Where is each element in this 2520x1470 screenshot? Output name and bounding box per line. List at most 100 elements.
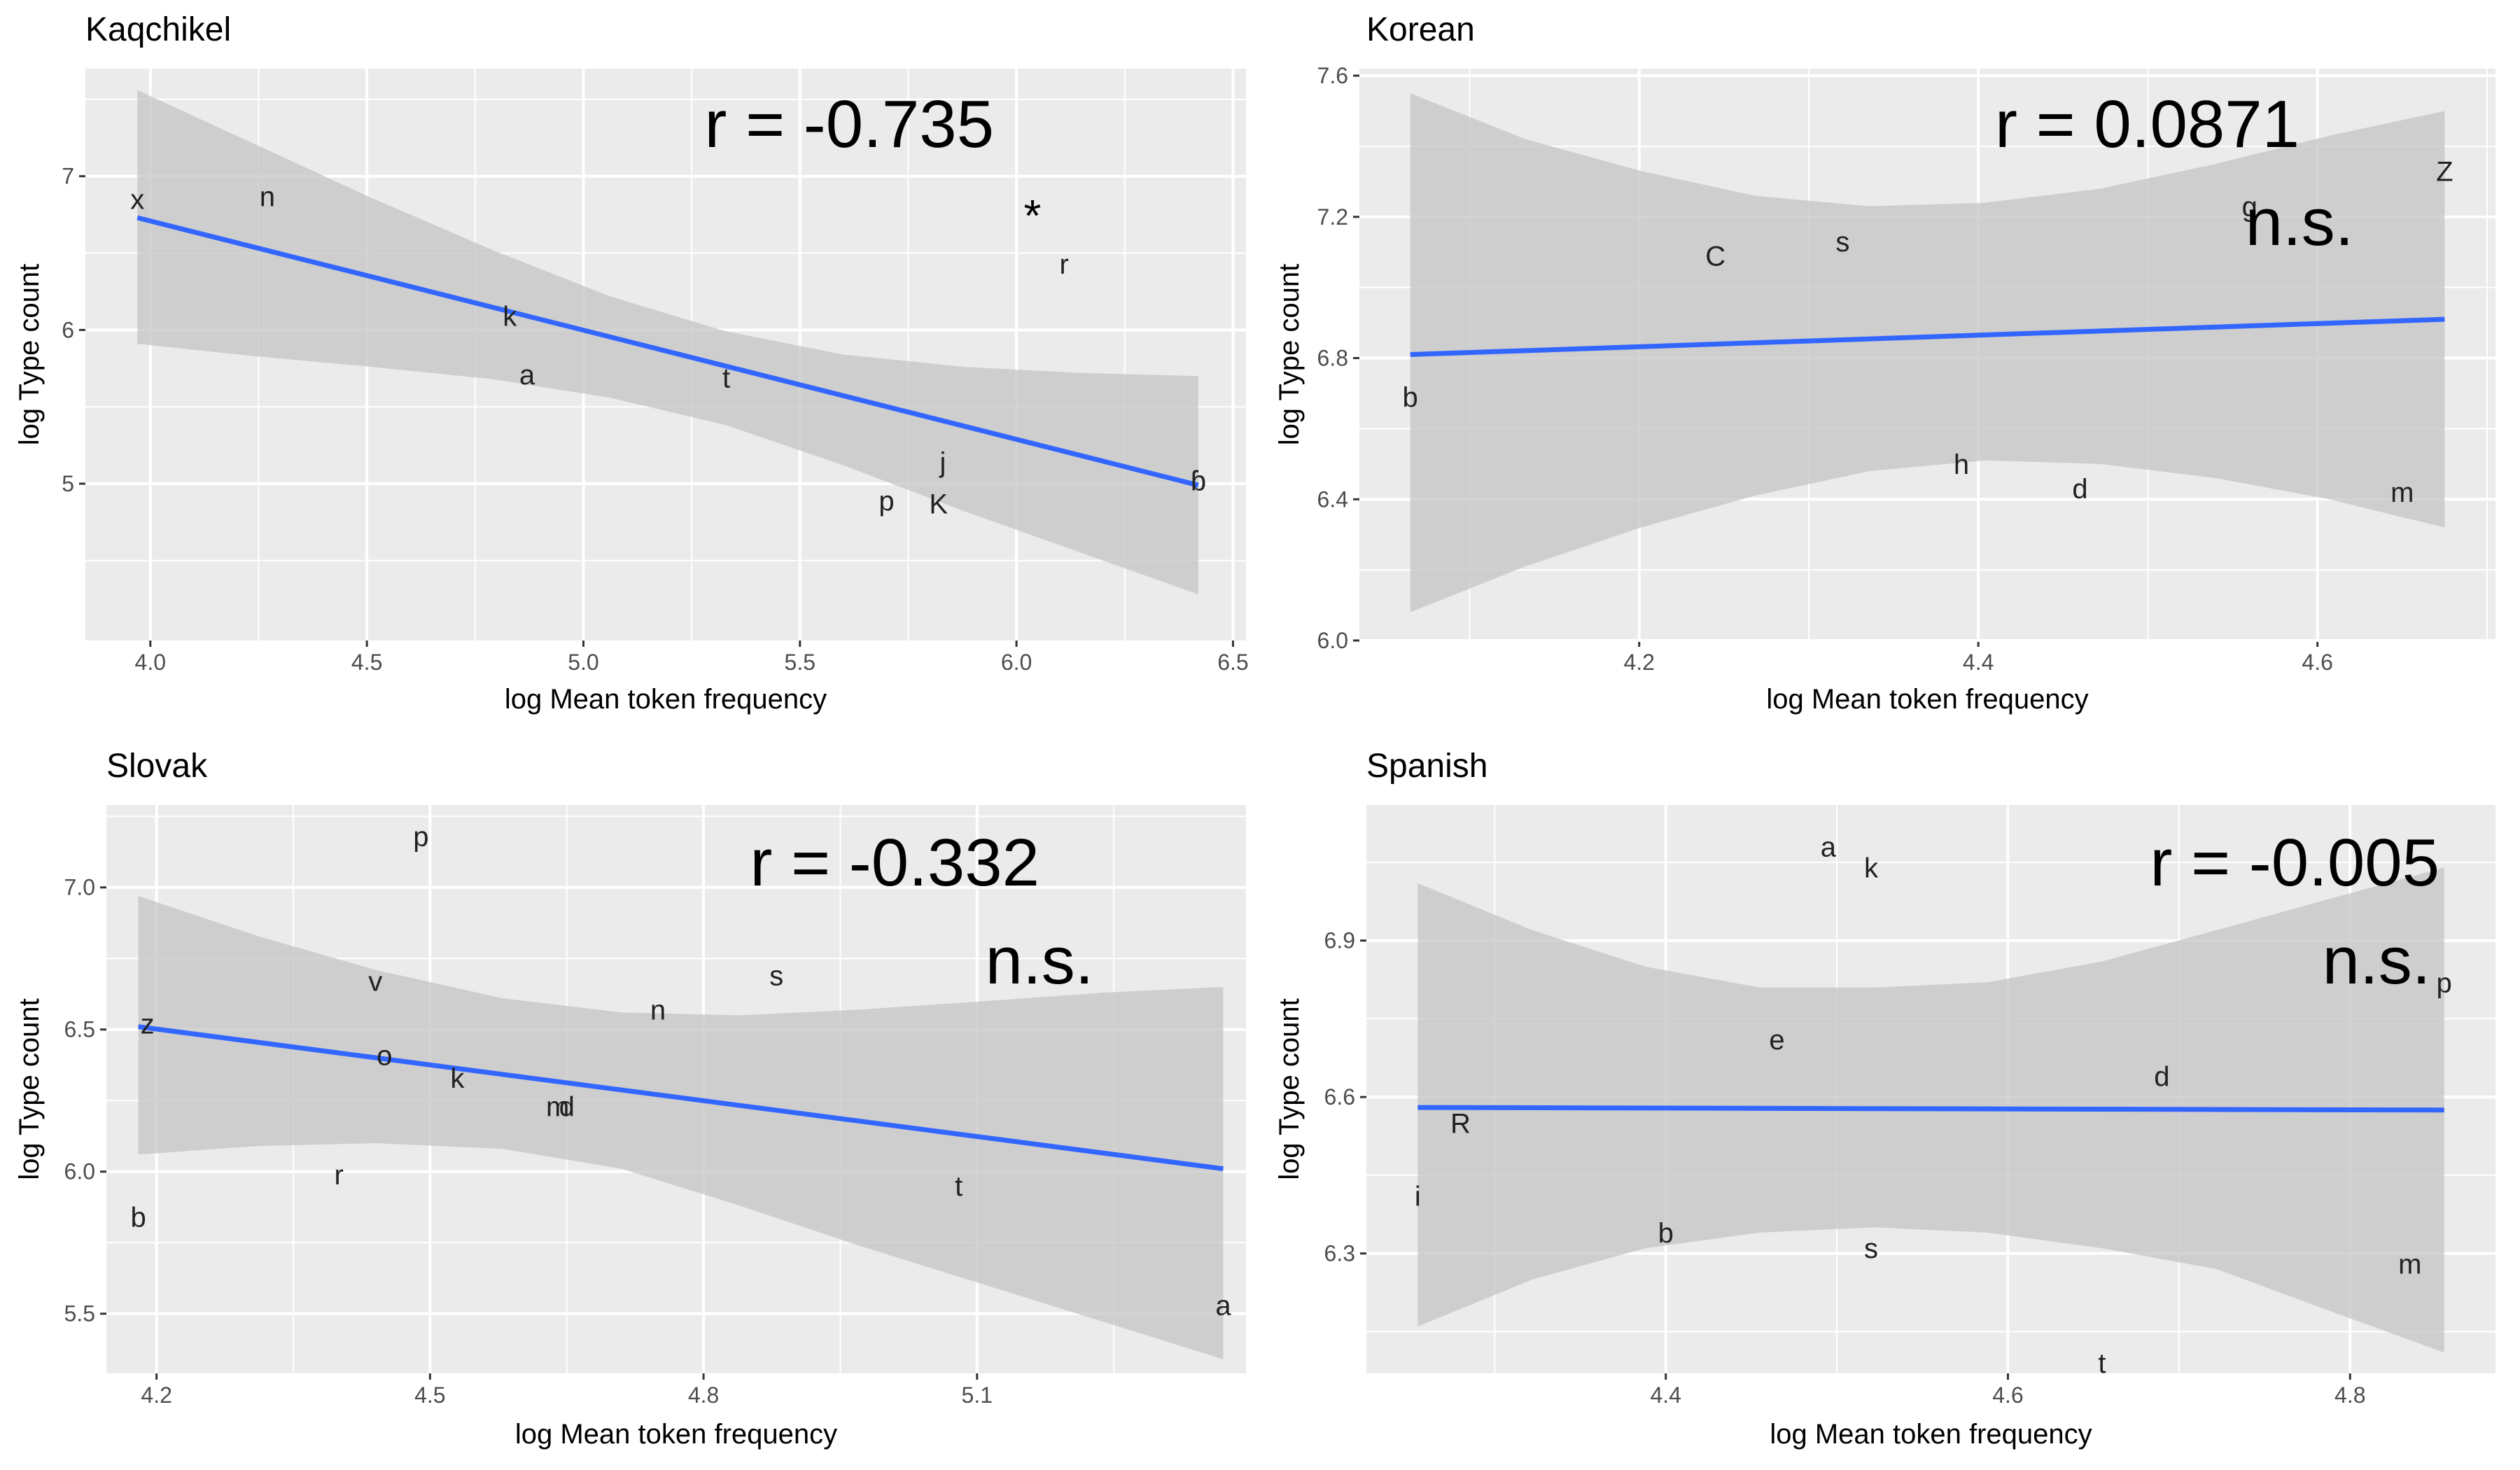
point-label: a xyxy=(1821,832,1837,863)
y-tick-label: 5 xyxy=(62,471,74,496)
y-axis-label: log Type count xyxy=(1274,998,1305,1180)
point-label: p xyxy=(413,822,428,853)
y-tick-label: 6.8 xyxy=(1317,346,1348,371)
x-tick-label: 4.2 xyxy=(141,1382,172,1408)
panel-title: Korean xyxy=(1366,11,1475,48)
x-tick-label: 4.5 xyxy=(414,1382,445,1408)
correlation-annotation: r = -0.735 xyxy=(704,87,994,162)
panel-slovak: 4.2 4.5 4.8 5.1 5.5 6.0 6.5 7.0 p v s n z o k md r t b a r =… xyxy=(14,748,1246,1450)
regression-line xyxy=(1410,316,2445,357)
y-axis-label: log Type count xyxy=(14,264,45,445)
point-label: R xyxy=(1450,1108,1471,1139)
correlation-annotation: r = -0.005 xyxy=(2150,825,2440,900)
point-label: m xyxy=(2390,477,2414,508)
point-label: r xyxy=(334,1160,343,1191)
significance-annotation: n.s. xyxy=(986,923,1094,998)
panel-title: Slovak xyxy=(106,748,208,785)
x-tick-label: 6.5 xyxy=(1217,650,1248,675)
point-label: a xyxy=(519,360,536,391)
correlation-annotation: r = -0.332 xyxy=(750,825,1040,900)
y-tick-label: 6.0 xyxy=(1317,628,1348,653)
correlation-annotation: r = 0.0871 xyxy=(1995,87,2300,162)
regression-line xyxy=(138,1024,1224,1172)
point-label: j xyxy=(939,447,946,478)
regression-line xyxy=(1418,1105,2444,1113)
x-axis-label: log Mean token frequency xyxy=(515,1419,837,1450)
x-tick-label: 4.2 xyxy=(1623,650,1654,675)
x-tick-label: 4.8 xyxy=(688,1382,719,1408)
x-tick-label: 5.0 xyxy=(568,650,598,675)
point-label: e xyxy=(1769,1025,1784,1056)
point-label: h xyxy=(1954,449,1969,480)
regression-line xyxy=(136,215,1199,488)
significance-annotation: n.s. xyxy=(2246,185,2354,260)
point-label: p xyxy=(2437,967,2452,998)
x-tick-label: 4.5 xyxy=(351,650,382,675)
confidence-band xyxy=(138,895,1224,1359)
confidence-band xyxy=(1410,93,2445,612)
x-tick-label: 6.0 xyxy=(1001,650,1032,675)
y-tick-label: 7.0 xyxy=(64,875,95,900)
significance-annotation: n.s. xyxy=(2323,923,2431,998)
point-label: s xyxy=(769,961,783,992)
point-label: b xyxy=(1403,382,1418,413)
point-label: g xyxy=(2242,192,2258,223)
point-label: b xyxy=(1658,1218,1674,1249)
y-tick-label: 7 xyxy=(62,164,74,189)
point-label: d xyxy=(2154,1061,2169,1092)
point-label: m xyxy=(546,1091,569,1122)
point-label: k xyxy=(450,1063,465,1094)
x-tick-label: 5.1 xyxy=(962,1382,993,1408)
point-label: t xyxy=(2098,1348,2106,1379)
y-tick-label: 6.3 xyxy=(1324,1241,1355,1266)
point-label: k xyxy=(1864,853,1879,883)
point-label: n xyxy=(650,995,666,1026)
point-label: o xyxy=(377,1040,392,1071)
x-axis-label: log Mean token frequency xyxy=(1770,1419,2092,1450)
x-tick-label: 4.6 xyxy=(2302,650,2332,675)
point-label: x xyxy=(130,185,144,216)
panel-title: Kaqchikel xyxy=(85,11,231,48)
point-label: v xyxy=(368,967,382,997)
point-label: d xyxy=(559,1091,575,1122)
point-label: p xyxy=(878,486,894,517)
significance-annotation: * xyxy=(1024,190,1042,241)
point-label: i xyxy=(1415,1182,1421,1212)
point-label: n xyxy=(260,181,275,212)
panel-title: Spanish xyxy=(1366,748,1488,785)
point-label: t xyxy=(955,1171,962,1202)
point-label: s xyxy=(1864,1233,1878,1264)
point-label: r xyxy=(1060,249,1069,280)
y-axis-label: log Type count xyxy=(14,998,45,1180)
y-tick-label: 7.6 xyxy=(1317,63,1348,88)
y-tick-label: 6.4 xyxy=(1317,486,1348,512)
point-label: t xyxy=(722,363,730,393)
x-tick-label: 4.6 xyxy=(1992,1382,2023,1408)
point-label: b xyxy=(130,1203,146,1233)
point-label: a xyxy=(1215,1291,1231,1322)
x-axis-label: log Mean token frequency xyxy=(1766,684,2088,715)
x-tick-label: 4.4 xyxy=(1650,1382,1681,1408)
point-label: k xyxy=(503,302,517,332)
point-label: d xyxy=(2072,474,2087,505)
y-tick-label: 6.6 xyxy=(1324,1084,1355,1110)
panel-kaqchikel: 4.0 4.5 5.0 5.5 6.0 6.5 5 6 7 x n ka t r j p Kɓ r = -0.73… xyxy=(14,11,1249,715)
confidence-band xyxy=(137,90,1198,595)
point-label: Z xyxy=(2436,156,2453,187)
point-label: s xyxy=(1835,227,1849,258)
y-tick-label: 6.9 xyxy=(1324,928,1355,953)
point-label: m xyxy=(2398,1250,2421,1280)
y-tick-label: 7.2 xyxy=(1317,204,1348,230)
point-label: z xyxy=(141,1009,155,1040)
x-tick-label: 4.8 xyxy=(2334,1382,2365,1408)
point-label: C xyxy=(1705,241,1726,272)
x-tick-label: 5.5 xyxy=(785,650,816,675)
point-label: ɓ xyxy=(1191,466,1206,497)
y-axis-label: log Type count xyxy=(1274,264,1305,445)
x-tick-label: 4.0 xyxy=(135,650,166,675)
point-label: K xyxy=(929,489,948,520)
panel-spanish: 4.4 4.6 4.8 6.3 6.6 6.9 ak p e d Ri b s m t r = -0.005 n… xyxy=(1274,748,2496,1450)
panel-korean: 4.2 4.4 4.6 6.0 6.4 6.8 7.2 7.6 Zg C s b h d m r = 0.08… xyxy=(1274,11,2496,715)
y-tick-label: 5.5 xyxy=(64,1301,95,1326)
